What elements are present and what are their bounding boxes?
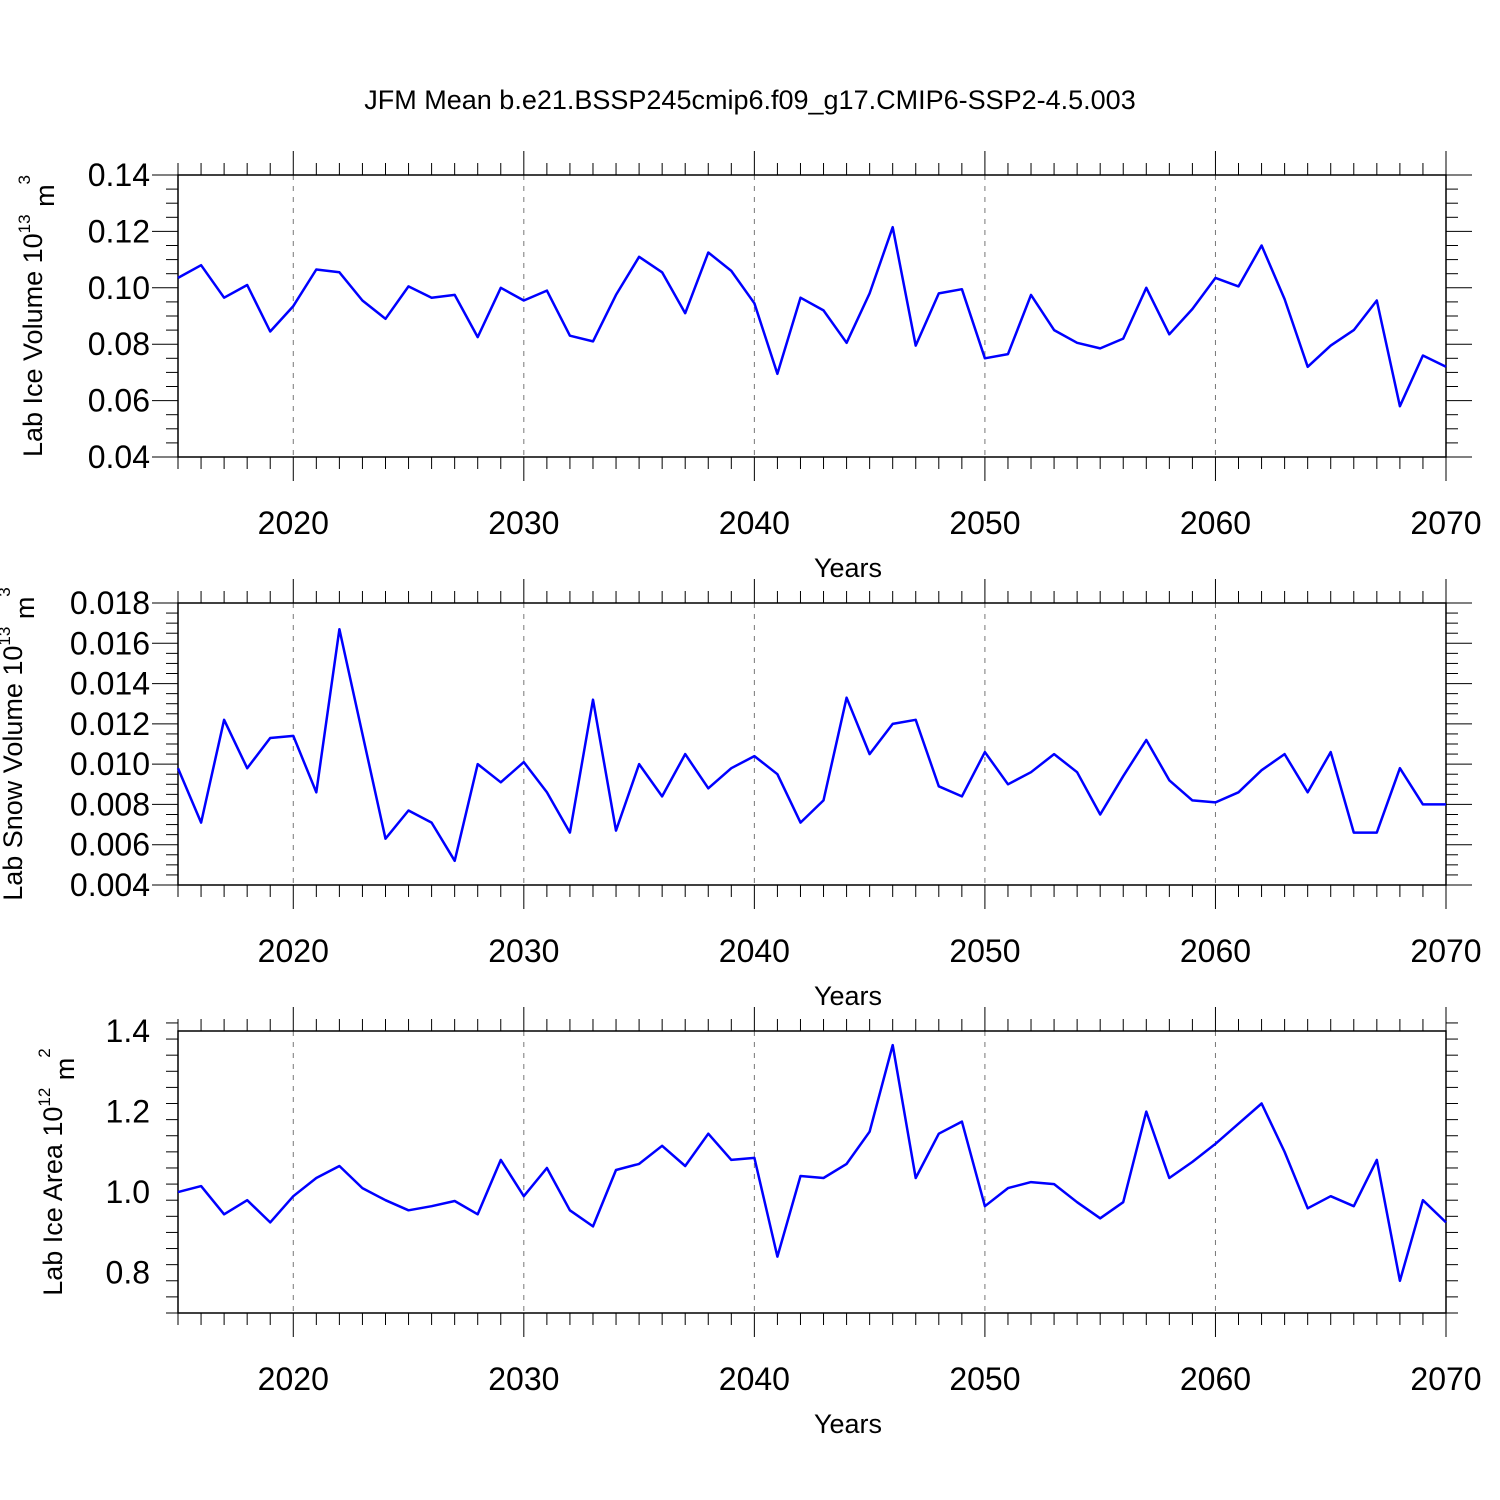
figure-title: JFM Mean b.e21.BSSP245cmip6.f09_g17.CMIP… [364,85,1136,115]
panel2-ytick-label: 0.004 [70,867,150,903]
panel3-ytick-label: 0.8 [106,1255,150,1291]
panel1-xtick-label: 2070 [1410,505,1481,541]
panel2-ytick-label: 0.016 [70,625,150,661]
panel1-ytick-label: 0.12 [88,213,150,249]
panel2-xtick-label: 2030 [488,933,559,969]
panel1-xtick-label: 2020 [258,505,329,541]
panel3-series-line [177,1043,1447,1283]
panel1-x-axis-label: Years [814,553,882,583]
panel2-plot-frame [177,602,1447,886]
panel3-xtick-label: 2050 [949,1361,1020,1397]
panel3-y-axis-label: Lab Ice Area 1012 m2 [35,1048,80,1296]
panel3-xtick-label: 2070 [1410,1361,1481,1397]
panel2-ytick-label: 0.018 [70,585,150,621]
panel3-xtick-label: 2030 [488,1361,559,1397]
panel2-xtick-label: 2070 [1410,933,1481,969]
panel3-ytick-label: 1.0 [106,1174,150,1210]
panel3-x-axis-label: Years [814,1409,882,1439]
panel1-ytick-label: 0.06 [88,383,150,419]
panel2-xtick-label: 2040 [719,933,790,969]
panel2-x-axis-label: Years [814,981,882,1011]
panel2-ytick-label: 0.008 [70,786,150,822]
panel2-ytick-label: 0.010 [70,746,150,782]
panel1-series-line [177,225,1447,408]
panel2-series-line [176,627,1446,863]
panel3-xtick-label: 2040 [719,1361,790,1397]
panel1-ytick-label: 0.14 [88,157,150,193]
panel3-ytick-label: 1.4 [106,1013,150,1049]
panel1-ytick-label: 0.08 [88,326,150,362]
panel3-plot-frame [177,1030,1447,1314]
panel1-xtick-label: 2030 [488,505,559,541]
panel2-ytick-label: 0.006 [70,827,150,863]
panel1-plot-frame [177,174,1447,458]
panel2-xtick-label: 2050 [949,933,1020,969]
panel2-y-axis-label: Lab Snow Volume 1013 m3 [0,587,40,901]
panel2-ytick-label: 0.014 [70,666,150,702]
panel1-y-axis-label: Lab Ice Volume 1013 m3 [15,175,60,457]
panel2-xtick-label: 2020 [258,933,329,969]
panel1-ytick-label: 0.04 [88,439,150,475]
panel1-xtick-label: 2060 [1180,505,1251,541]
panel2-ytick-label: 0.012 [70,706,150,742]
panel1-ytick-label: 0.10 [88,270,150,306]
panel1-xtick-label: 2040 [719,505,790,541]
panel3-ytick-label: 1.2 [106,1094,150,1130]
panel2-xtick-label: 2060 [1180,933,1251,969]
panel3-xtick-label: 2060 [1180,1361,1251,1397]
panel3-xtick-label: 2020 [258,1361,329,1397]
panel1-xtick-label: 2050 [949,505,1020,541]
